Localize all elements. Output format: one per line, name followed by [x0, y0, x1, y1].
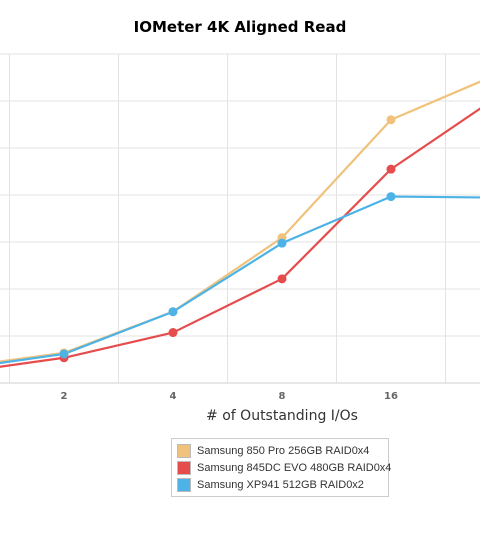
data-point[interactable] — [168, 328, 178, 338]
legend-label: Samsung 845DC EVO 480GB RAID0x4 — [197, 461, 392, 474]
legend-label: Samsung 850 Pro 256GB RAID0x4 — [197, 444, 370, 457]
data-point[interactable] — [168, 307, 178, 317]
data-point[interactable] — [277, 274, 287, 284]
x-tick-labels: 2 4 8 16 — [61, 391, 398, 400]
legend-swatch-xp941 — [177, 477, 191, 492]
data-point[interactable] — [386, 164, 396, 174]
series-line — [0, 195, 480, 365]
legend-label: Samsung XP941 512GB RAID0x2 — [197, 478, 364, 491]
data-point[interactable] — [386, 115, 396, 125]
x-tick-label: 8 — [279, 391, 286, 400]
line-chart: 2 4 8 16 — [0, 53, 480, 400]
grid — [0, 53, 480, 384]
legend-item[interactable]: Samsung XP941 512GB RAID0x2 — [177, 476, 383, 493]
series-lines — [0, 80, 480, 368]
x-tick-label: 4 — [170, 391, 177, 400]
x-tick-label: 2 — [61, 391, 68, 400]
chart-title: IOMeter 4K Aligned Read — [133, 18, 347, 36]
x-tick-label: 16 — [384, 391, 398, 400]
series-line — [0, 80, 480, 363]
data-point[interactable] — [277, 238, 287, 248]
legend-swatch-850-pro — [177, 443, 191, 458]
legend-item[interactable]: Samsung 850 Pro 256GB RAID0x4 — [177, 442, 383, 459]
series-line — [0, 107, 480, 368]
data-point[interactable] — [386, 192, 396, 202]
x-axis-title: # of Outstanding I/Os — [206, 408, 358, 424]
legend: Samsung 850 Pro 256GB RAID0x4 Samsung 84… — [171, 438, 391, 497]
legend-item[interactable]: Samsung 845DC EVO 480GB RAID0x4 — [177, 459, 391, 476]
series-markers — [59, 115, 396, 363]
data-point[interactable] — [59, 349, 69, 359]
legend-swatch-845dc-evo — [177, 460, 191, 475]
